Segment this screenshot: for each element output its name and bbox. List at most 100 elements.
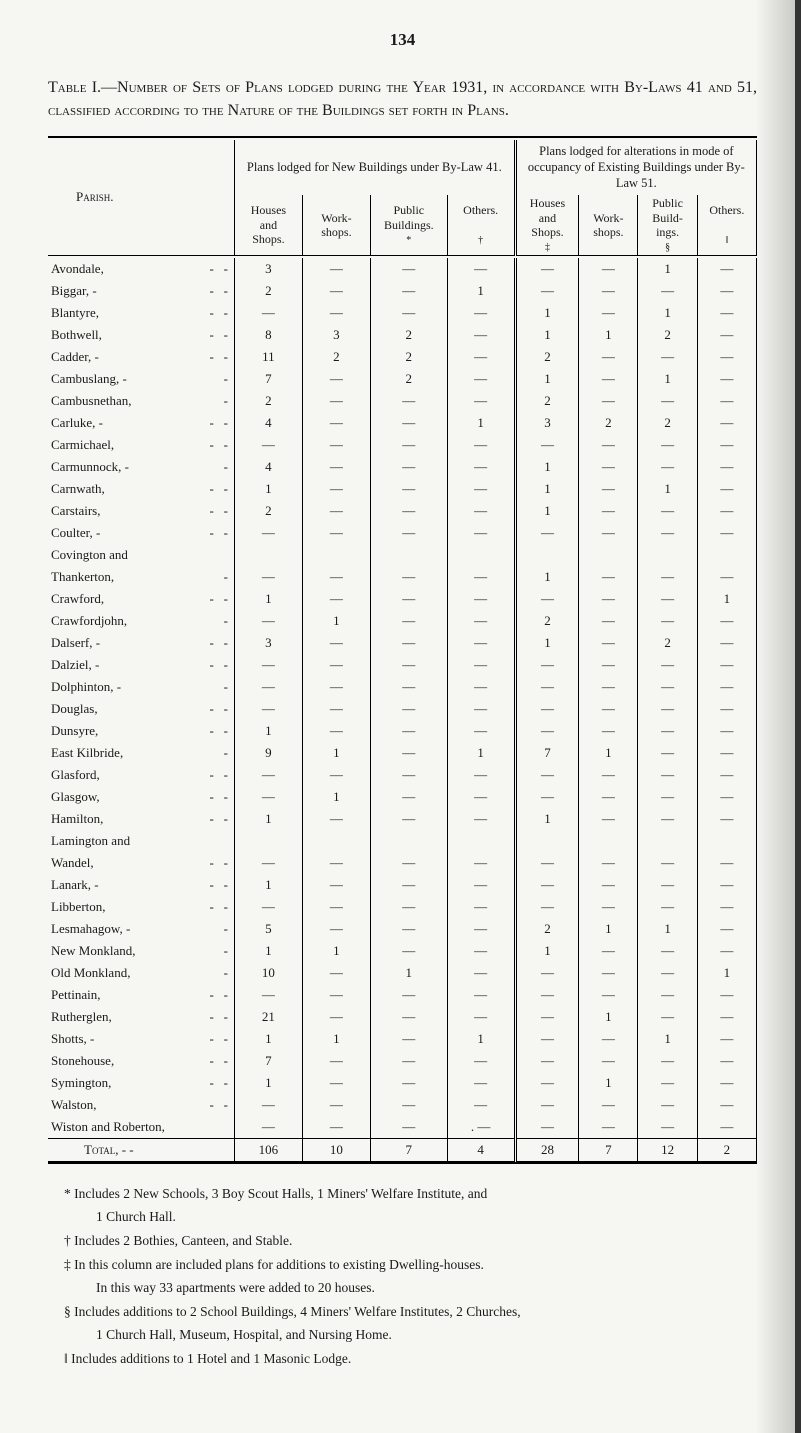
parish-cell: Rutherglen,- -	[48, 1006, 234, 1028]
data-cell: —	[302, 1006, 370, 1028]
col-others-new: Others.†	[447, 195, 515, 255]
data-cell: —	[370, 918, 447, 940]
data-cell: —	[370, 500, 447, 522]
data-cell: —	[234, 764, 302, 786]
data-cell: 1	[234, 478, 302, 500]
data-cell: —	[370, 522, 447, 544]
data-cell: —	[370, 984, 447, 1006]
data-cell: —	[515, 434, 579, 456]
group-header-left: Plans lodged for New Buildings under By-…	[234, 140, 515, 195]
data-cell: —	[638, 698, 697, 720]
table-row: Pettinain,- -————————	[48, 984, 757, 1006]
data-cell: —	[697, 984, 756, 1006]
table-row: Dunsyre,- -1———————	[48, 720, 757, 742]
data-cell: —	[515, 720, 579, 742]
data-cell: —	[370, 786, 447, 808]
table-row: Lesmahagow, - -5———211—	[48, 918, 757, 940]
data-cell: 1	[515, 302, 579, 324]
table-row: Thankerton, -————1———	[48, 566, 757, 588]
data-cell: —	[697, 1094, 756, 1116]
data-cell: —	[697, 610, 756, 632]
data-cell: 1	[579, 918, 638, 940]
data-cell: 1	[515, 324, 579, 346]
data-cell: —	[370, 412, 447, 434]
data-cell: —	[234, 1116, 302, 1139]
data-cell: —	[447, 852, 515, 874]
data-cell: —	[515, 984, 579, 1006]
table-row: Rutherglen,- -21————1——	[48, 1006, 757, 1028]
data-cell	[447, 544, 515, 566]
footnote: ‡ In this column are included plans for …	[48, 1255, 757, 1275]
col-workshops-alt: Work-shops.	[579, 195, 638, 255]
table-row: Lanark, -- -1———————	[48, 874, 757, 896]
data-cell: —	[579, 962, 638, 984]
data-cell: —	[697, 852, 756, 874]
data-cell: —	[447, 478, 515, 500]
data-cell: —	[638, 1094, 697, 1116]
data-cell: —	[697, 742, 756, 764]
parish-cell: Dunsyre,- -	[48, 720, 234, 742]
data-cell	[234, 544, 302, 566]
data-cell: —	[302, 1116, 370, 1139]
data-cell: 1	[302, 742, 370, 764]
data-cell: —	[302, 1050, 370, 1072]
data-cell: 1	[234, 720, 302, 742]
data-cell: 1	[515, 808, 579, 830]
data-cell: —	[638, 1050, 697, 1072]
table-row: Bothwell,- -832—112—	[48, 324, 757, 346]
footnote: * Includes 2 New Schools, 3 Boy Scout Ha…	[48, 1184, 757, 1204]
data-cell: —	[579, 280, 638, 302]
table-row: Glasgow,- -—1——————	[48, 786, 757, 808]
data-cell: —	[447, 302, 515, 324]
data-cell: 1	[579, 324, 638, 346]
data-cell: —	[234, 302, 302, 324]
data-cell	[579, 830, 638, 852]
parish-cell: Coulter, -- -	[48, 522, 234, 544]
data-cell: 1	[515, 500, 579, 522]
data-cell: —	[447, 500, 515, 522]
table-row: Wandel,- -————————	[48, 852, 757, 874]
data-cell: —	[370, 588, 447, 610]
data-cell: 1	[697, 962, 756, 984]
data-cell: —	[579, 368, 638, 390]
data-cell: —	[447, 324, 515, 346]
table-row: Dalziel, -- -————————	[48, 654, 757, 676]
data-cell: —	[370, 302, 447, 324]
data-cell: —	[579, 258, 638, 280]
data-cell: 2	[370, 346, 447, 368]
data-cell: —	[638, 566, 697, 588]
data-cell: —	[302, 654, 370, 676]
data-cell: —	[579, 852, 638, 874]
data-cell: —	[638, 588, 697, 610]
data-cell: —	[370, 654, 447, 676]
parish-cell: Glasgow,- -	[48, 786, 234, 808]
data-cell: —	[638, 786, 697, 808]
data-cell: —	[302, 412, 370, 434]
parish-cell: East Kilbride, -	[48, 742, 234, 764]
data-cell: —	[370, 896, 447, 918]
parish-cell: Pettinain,- -	[48, 984, 234, 1006]
data-cell: —	[579, 456, 638, 478]
table-row: Carluke, -- -4——1322—	[48, 412, 757, 434]
data-cell: —	[697, 698, 756, 720]
data-cell: —	[579, 764, 638, 786]
data-cell: —	[302, 984, 370, 1006]
table-row: Cambuslang, - -7—2—1—1—	[48, 368, 757, 390]
parish-cell: Shotts, -- -	[48, 1028, 234, 1050]
parish-cell: Carluke, -- -	[48, 412, 234, 434]
data-cell: —	[638, 346, 697, 368]
data-cell: —	[697, 874, 756, 896]
data-cell: —	[697, 346, 756, 368]
table-row: Carmunnock, - -4———1———	[48, 456, 757, 478]
data-cell: —	[370, 632, 447, 654]
data-cell: —	[370, 1006, 447, 1028]
data-cell: —	[638, 280, 697, 302]
total-cell: 106	[234, 1138, 302, 1161]
data-cell: 1	[515, 566, 579, 588]
table-row: Douglas,- -————————	[48, 698, 757, 720]
data-cell: —	[697, 632, 756, 654]
data-cell: —	[302, 588, 370, 610]
data-cell: —	[447, 456, 515, 478]
parish-cell: Stonehouse,- -	[48, 1050, 234, 1072]
data-cell: —	[234, 786, 302, 808]
